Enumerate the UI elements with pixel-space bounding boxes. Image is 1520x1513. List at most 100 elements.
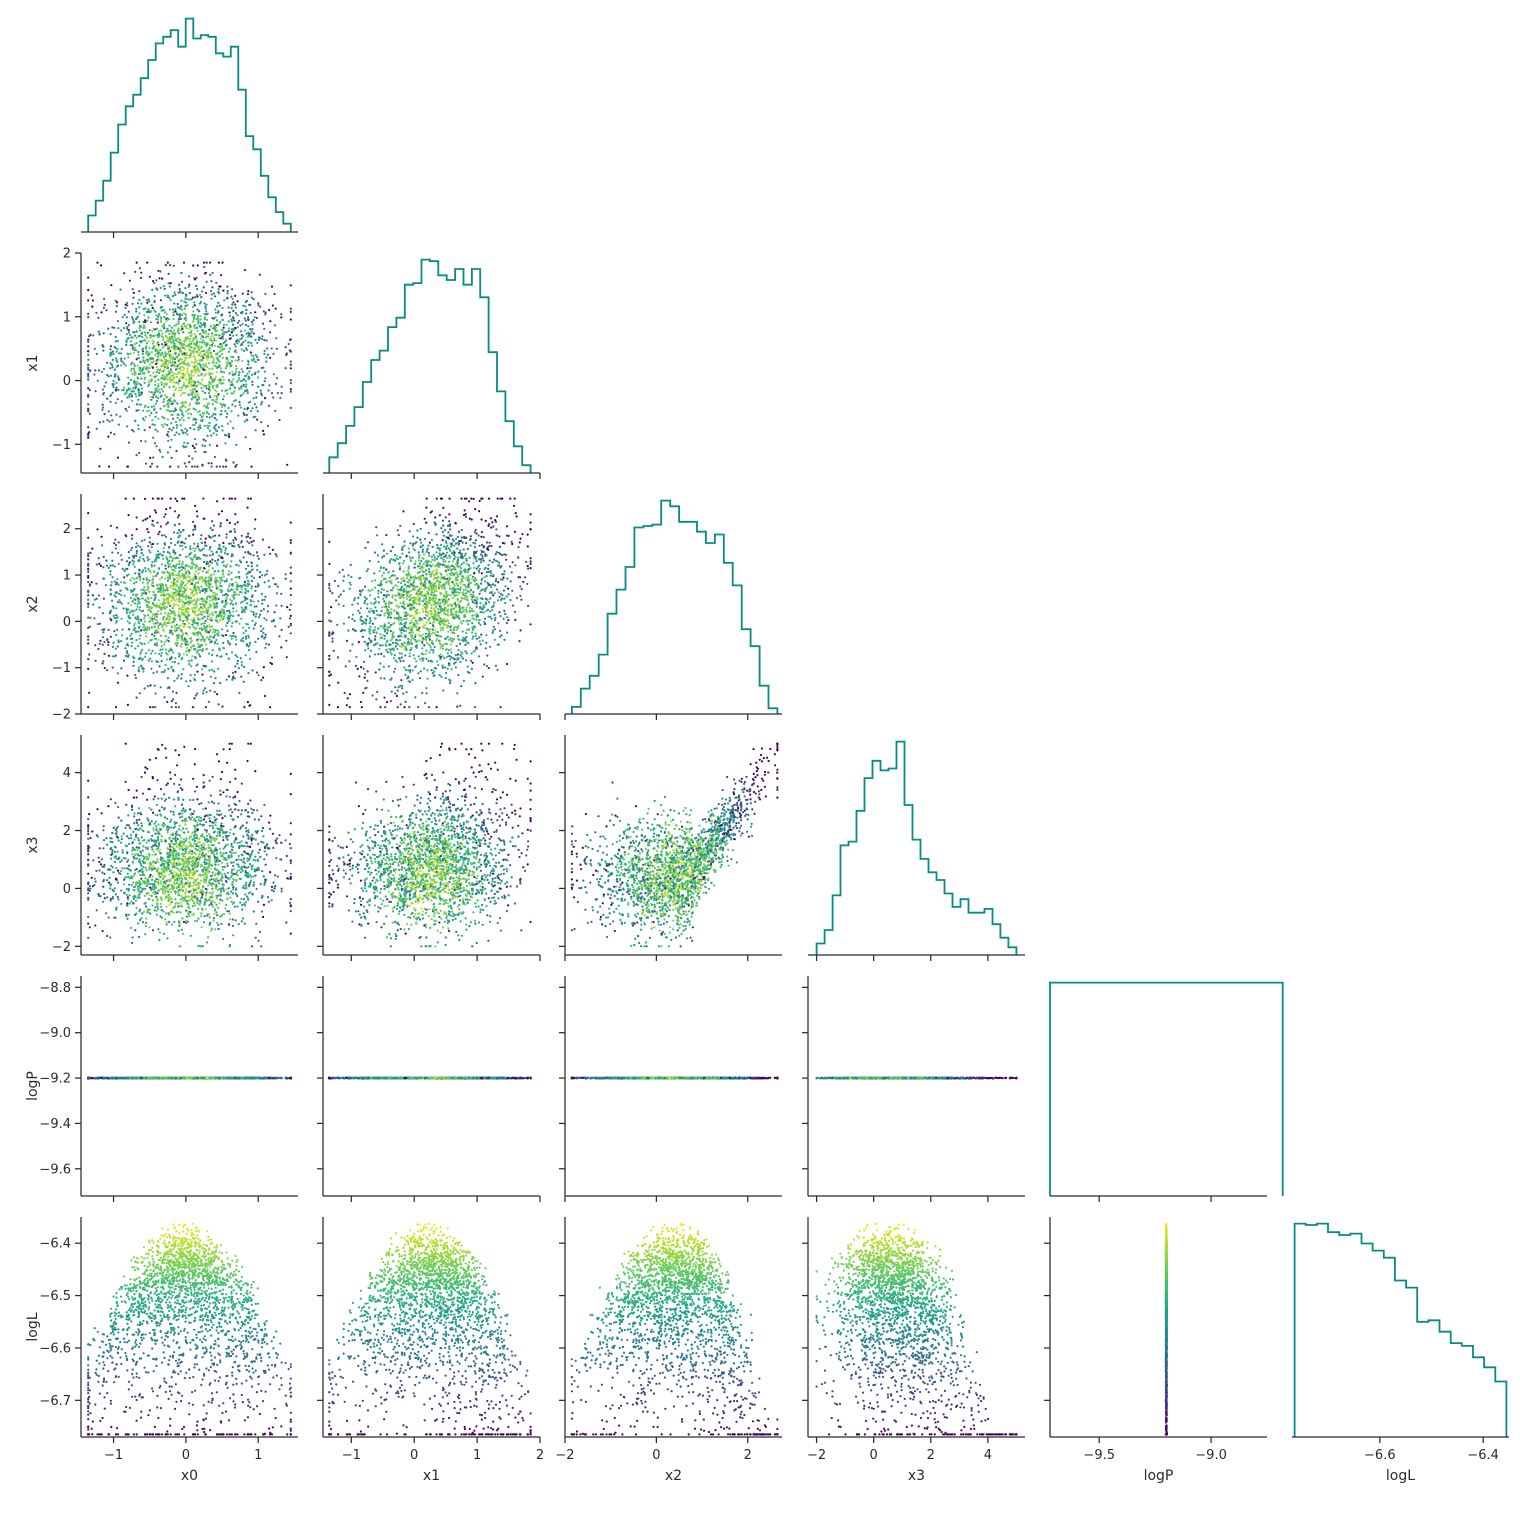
- point: [210, 352, 212, 354]
- point: [238, 565, 240, 567]
- point: [268, 384, 270, 386]
- point: [109, 420, 111, 422]
- point: [170, 346, 172, 348]
- point: [132, 297, 134, 299]
- point: [164, 602, 166, 604]
- point: [159, 553, 161, 555]
- point: [260, 679, 262, 681]
- point: [126, 575, 128, 577]
- point: [243, 556, 245, 558]
- point: [290, 388, 292, 390]
- point: [143, 560, 145, 562]
- point: [135, 555, 137, 557]
- point: [215, 551, 217, 553]
- point: [200, 534, 202, 536]
- point: [221, 383, 223, 385]
- point: [137, 615, 139, 617]
- point: [142, 623, 144, 625]
- point: [144, 567, 146, 569]
- point: [113, 542, 115, 544]
- point: [155, 412, 157, 414]
- point: [126, 338, 128, 340]
- point: [162, 558, 164, 560]
- point: [144, 656, 146, 658]
- point: [120, 358, 122, 360]
- point: [147, 531, 149, 533]
- point: [197, 411, 199, 413]
- point: [161, 626, 163, 628]
- point: [199, 351, 201, 353]
- point: [213, 337, 215, 339]
- point: [191, 607, 193, 609]
- point: [87, 571, 89, 573]
- point: [179, 341, 181, 343]
- point: [164, 394, 166, 396]
- point: [194, 296, 196, 298]
- point: [116, 351, 118, 353]
- point: [134, 622, 136, 624]
- point: [227, 292, 229, 294]
- point: [168, 370, 170, 372]
- point: [195, 547, 197, 549]
- point: [105, 309, 107, 311]
- point: [223, 331, 225, 333]
- point: [175, 702, 177, 704]
- point: [200, 319, 202, 321]
- point: [170, 600, 172, 602]
- point: [199, 410, 201, 412]
- point: [209, 618, 211, 620]
- point: [147, 642, 149, 644]
- point: [238, 571, 240, 573]
- point: [289, 339, 291, 341]
- point: [196, 385, 198, 387]
- point: [205, 601, 207, 603]
- point: [215, 599, 217, 601]
- point: [132, 318, 134, 320]
- point: [163, 551, 165, 553]
- point: [216, 605, 218, 607]
- point: [201, 598, 203, 600]
- point: [114, 617, 116, 619]
- point: [172, 603, 174, 605]
- point: [161, 310, 163, 312]
- point: [251, 345, 253, 347]
- point: [113, 642, 115, 644]
- point: [206, 405, 208, 407]
- point: [202, 648, 204, 650]
- point: [88, 692, 90, 694]
- point: [103, 307, 105, 309]
- point: [173, 318, 175, 320]
- point: [261, 574, 263, 576]
- point: [199, 424, 201, 426]
- point: [212, 362, 214, 364]
- point: [203, 322, 205, 324]
- point: [183, 323, 185, 325]
- point: [188, 275, 190, 277]
- point: [164, 620, 166, 622]
- point: [271, 392, 273, 394]
- point: [261, 338, 263, 340]
- point: [145, 570, 147, 572]
- point: [167, 294, 169, 296]
- point: [152, 376, 154, 378]
- point: [246, 540, 248, 542]
- point: [185, 466, 187, 468]
- point: [190, 352, 192, 354]
- point: [206, 618, 208, 620]
- point: [165, 598, 167, 600]
- point: [220, 413, 222, 415]
- point: [222, 635, 224, 637]
- point: [233, 591, 235, 593]
- point: [222, 572, 224, 574]
- point: [228, 330, 230, 332]
- point: [219, 403, 221, 405]
- point: [221, 610, 223, 612]
- point: [112, 646, 114, 648]
- point: [193, 626, 195, 628]
- point: [251, 381, 253, 383]
- point: [126, 637, 128, 639]
- point: [229, 620, 231, 622]
- point: [157, 639, 159, 641]
- point: [140, 589, 142, 591]
- point: [290, 588, 292, 590]
